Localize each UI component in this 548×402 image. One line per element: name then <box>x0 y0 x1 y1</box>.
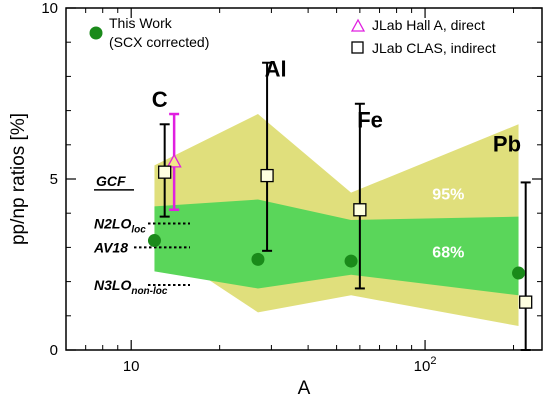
legend-clas-marker <box>351 41 364 54</box>
gcf-title: GCF <box>96 173 126 189</box>
clas-point <box>260 168 274 183</box>
data-points <box>147 153 533 309</box>
gcf-annotation: GCF N2LOloc AV18 N3LOnon-loc <box>93 173 190 297</box>
legend-clas-label: JLab CLAS, indirect <box>372 40 496 56</box>
this-work-point <box>344 254 358 268</box>
confidence-bands: 95% 68% <box>154 114 519 327</box>
gcf-model-label: N2LOloc <box>94 215 146 235</box>
nucleus-label: Pb <box>493 132 521 157</box>
gcf-model-label: AV18 <box>93 239 128 255</box>
legend-hall-a-label: JLab Hall A, direct <box>372 17 485 33</box>
y-axis-title: pp/np ratios [%] <box>8 113 29 245</box>
band-label: 95% <box>432 187 464 204</box>
y-tick-label: 0 <box>50 342 58 359</box>
clas-point <box>158 165 172 179</box>
band-label: 68% <box>432 245 464 262</box>
clas-point <box>353 203 367 217</box>
gcf-model-label: N3LOnon-loc <box>94 277 168 297</box>
nucleus-labels: C Al Fe Pb <box>152 56 521 156</box>
y-tick-label: 5 <box>50 171 58 188</box>
clas-point <box>519 295 533 309</box>
this-work-point <box>512 266 526 280</box>
legend-this-work-sublabel: (SCX corrected) <box>109 34 209 50</box>
this-work-point <box>147 234 161 248</box>
nucleus-label: C <box>152 87 168 112</box>
nucleus-label: Al <box>265 56 287 81</box>
hall-a-point <box>166 153 182 168</box>
y-tick-label: 10 <box>41 0 58 17</box>
x-tick-label: 102 <box>414 355 437 375</box>
band-68pct <box>154 199 519 296</box>
legend-this-work-marker <box>89 26 103 40</box>
x-axis-title: A <box>298 378 311 399</box>
x-tick-label: 10 <box>123 358 140 375</box>
nucleus-label: Fe <box>357 108 383 133</box>
this-work-point <box>251 252 265 266</box>
legend-this-work-label: This Work <box>109 15 173 31</box>
legend-hall-a-marker <box>350 18 366 32</box>
legend: This Work (SCX corrected) JLab Hall A, dir… <box>89 15 496 56</box>
